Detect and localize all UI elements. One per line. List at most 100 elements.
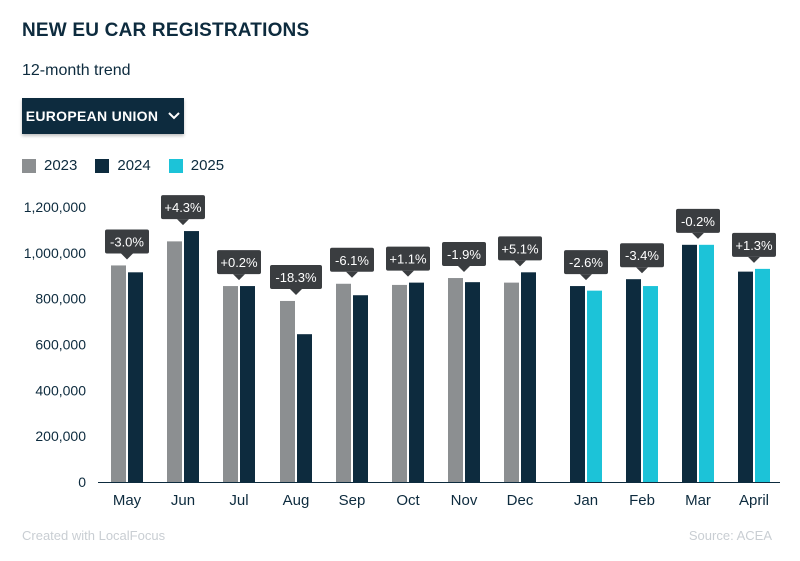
- change-bubble: [270, 264, 322, 289]
- change-bubble: [442, 242, 486, 267]
- bar-dec-2024[interactable]: [521, 272, 536, 482]
- change-bubble: [217, 250, 261, 275]
- change-value: +4.3%: [164, 200, 202, 215]
- bar-aug-2023[interactable]: [280, 300, 295, 482]
- change-value: -2.6%: [569, 255, 603, 270]
- y-tick-label: 200,000: [35, 428, 86, 444]
- bar-mar-2024[interactable]: [682, 244, 697, 482]
- change-bubble: [330, 247, 374, 272]
- bar-may-2023[interactable]: [111, 265, 126, 482]
- change-bubble: [498, 236, 542, 261]
- legend-label-2025: 2025: [190, 157, 225, 174]
- change-label-jan: -2.6%: [564, 250, 608, 281]
- change-label-mar: -0.2%: [676, 208, 720, 239]
- bars: [111, 231, 770, 482]
- chart-subtitle: 12-month trend: [22, 62, 131, 79]
- bar-feb-2025[interactable]: [643, 286, 658, 482]
- y-axis: 0 200,000 400,000 600,000 800,000 1,000,000 1,…: [24, 199, 780, 490]
- bar-jan-2024[interactable]: [570, 286, 585, 482]
- bar-nov-2023[interactable]: [448, 278, 463, 482]
- x-tick-label: Jan: [574, 492, 598, 509]
- x-tick-label: Feb: [629, 492, 655, 509]
- y-tick-label: 1,000,000: [24, 245, 86, 261]
- change-bubble: [676, 208, 720, 233]
- change-bubble: [732, 232, 776, 257]
- bar-oct-2024[interactable]: [409, 282, 424, 482]
- change-label-dec: +5.1%: [498, 236, 542, 267]
- chart-title: NEW EU CAR REGISTRATIONS: [22, 20, 310, 41]
- region-dropdown-label: EUROPEAN UNION: [25, 108, 159, 124]
- legend-item-2023[interactable]: 2023: [22, 157, 77, 174]
- change-label-aug: -18.3%: [270, 264, 322, 295]
- change-bubble-pointer: [636, 267, 648, 274]
- bar-jan-2025[interactable]: [587, 290, 602, 482]
- change-bubble-pointer: [233, 274, 245, 281]
- x-tick-label: Oct: [396, 492, 420, 509]
- y-tick-label: 1,200,000: [24, 199, 86, 215]
- legend-label-2023: 2023: [44, 157, 78, 174]
- change-label-oct: +1.1%: [386, 246, 430, 277]
- legend-swatch-2025: [168, 158, 183, 173]
- footer-credit: Created with LocalFocus: [22, 528, 166, 543]
- y-tick-label: 0: [78, 474, 86, 490]
- x-tick-label: Aug: [283, 492, 310, 509]
- change-value: -0.2%: [681, 214, 715, 229]
- change-value: +1.1%: [389, 252, 427, 267]
- bar-may-2024[interactable]: [128, 272, 143, 482]
- bar-jun-2024[interactable]: [184, 231, 199, 482]
- change-label-sep: -6.1%: [330, 247, 374, 278]
- change-bubble-pointer: [121, 253, 133, 260]
- bar-april-2025[interactable]: [755, 268, 770, 482]
- bar-sep-2024[interactable]: [353, 295, 368, 482]
- legend-item-2024[interactable]: 2024: [95, 157, 151, 174]
- change-value: +5.1%: [501, 241, 539, 256]
- x-tick-label: Mar: [685, 492, 711, 509]
- change-value: -18.3%: [275, 270, 317, 285]
- change-bubble-pointer: [580, 274, 592, 281]
- legend-swatch-2023: [22, 158, 36, 173]
- change-value: -1.9%: [447, 247, 481, 262]
- change-value: +0.2%: [220, 255, 258, 270]
- change-bubble-pointer: [402, 270, 414, 277]
- x-tick-label: Jul: [229, 492, 248, 509]
- bar-aug-2024[interactable]: [297, 334, 312, 482]
- change-value: +1.3%: [735, 238, 773, 253]
- bar-sep-2023[interactable]: [336, 283, 351, 482]
- change-label-may: -3.0%: [105, 229, 149, 260]
- change-bubble: [105, 229, 149, 254]
- change-bubble: [620, 243, 664, 268]
- bar-jul-2023[interactable]: [223, 286, 238, 482]
- change-labels: -3.0% +4.3% +0.2% -18.3% -6.1% +1.1% -1.9% +5.1…: [105, 195, 776, 295]
- x-tick-label: Dec: [507, 492, 534, 509]
- change-bubble: [564, 250, 608, 275]
- change-value: -6.1%: [335, 253, 369, 268]
- y-tick-label: 400,000: [35, 382, 86, 398]
- x-tick-label: Nov: [451, 492, 478, 509]
- chart-legend: 2023 2024 2025: [22, 157, 242, 174]
- change-bubble-pointer: [748, 256, 760, 263]
- region-dropdown[interactable]: EUROPEAN UNION: [22, 98, 184, 134]
- change-bubble-pointer: [177, 219, 189, 226]
- bar-jun-2023[interactable]: [167, 241, 182, 482]
- bar-feb-2024[interactable]: [626, 279, 641, 482]
- bar-april-2024[interactable]: [738, 271, 753, 482]
- y-tick-label: 600,000: [35, 337, 86, 353]
- bar-jul-2024[interactable]: [240, 286, 255, 482]
- bar-oct-2023[interactable]: [392, 284, 407, 482]
- change-label-nov: -1.9%: [442, 242, 486, 273]
- change-bubble-pointer: [346, 271, 358, 278]
- legend-label-2024: 2024: [117, 157, 151, 174]
- change-bubble: [161, 195, 205, 220]
- x-tick-label: Jun: [171, 492, 195, 509]
- x-tick-label: Sep: [339, 492, 366, 509]
- legend-item-2025[interactable]: 2025: [168, 157, 225, 174]
- x-axis: May Jun Jul Aug Sep Oct Nov Dec Jan Feb Mar April: [113, 492, 769, 509]
- change-bubble-pointer: [514, 260, 526, 267]
- bar-nov-2024[interactable]: [465, 282, 480, 482]
- change-bubble-pointer: [692, 232, 704, 239]
- change-label-jul: +0.2%: [217, 250, 261, 281]
- legend-swatch-2024: [95, 158, 110, 173]
- bar-dec-2023[interactable]: [504, 282, 519, 482]
- bar-mar-2025[interactable]: [699, 244, 714, 482]
